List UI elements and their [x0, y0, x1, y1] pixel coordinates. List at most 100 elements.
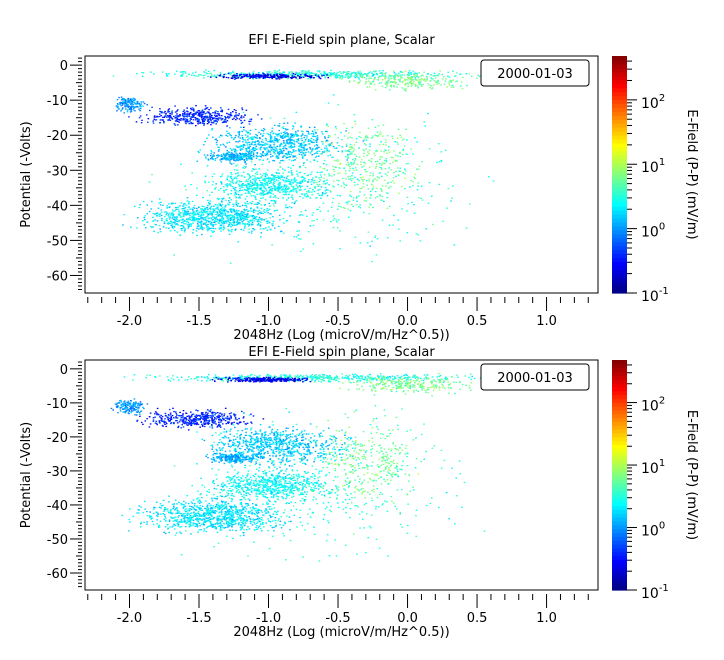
- data-point: [280, 153, 282, 154]
- data-point: [422, 200, 424, 201]
- data-point: [282, 148, 284, 149]
- data-point: [249, 74, 251, 75]
- data-point: [204, 154, 206, 155]
- data-point: [159, 225, 161, 226]
- data-point: [257, 174, 259, 175]
- data-point: [295, 132, 297, 133]
- data-point: [282, 179, 284, 180]
- data-point: [263, 78, 265, 79]
- data-point: [278, 130, 280, 131]
- data-point: [315, 136, 317, 137]
- data-point: [131, 111, 133, 112]
- data-point: [410, 148, 412, 149]
- data-point: [242, 157, 244, 158]
- data-point: [266, 210, 268, 211]
- data-point: [290, 154, 292, 155]
- data-point: [158, 202, 160, 203]
- data-point: [264, 153, 266, 154]
- data-point: [268, 134, 270, 135]
- data-point: [132, 99, 134, 100]
- data-point: [288, 197, 290, 198]
- data-point: [389, 152, 391, 153]
- data-point: [411, 79, 413, 80]
- data-point: [273, 132, 275, 133]
- data-point: [358, 136, 360, 137]
- data-point: [221, 111, 223, 112]
- data-point: [244, 166, 246, 167]
- data-point: [387, 193, 389, 194]
- data-point: [211, 214, 213, 215]
- data-point: [228, 151, 230, 152]
- data-point: [161, 209, 163, 210]
- data-point: [274, 153, 276, 154]
- data-point: [412, 153, 414, 154]
- data-point: [302, 70, 304, 71]
- data-point: [418, 182, 420, 183]
- data-point: [378, 125, 380, 126]
- data-point: [241, 107, 243, 108]
- data-point: [136, 106, 138, 107]
- data-point: [333, 181, 335, 182]
- data-point: [317, 190, 319, 191]
- data-point: [364, 169, 366, 170]
- data-point: [217, 157, 219, 158]
- data-point: [184, 114, 186, 115]
- data-point: [404, 78, 406, 79]
- data-point: [231, 176, 233, 177]
- data-point: [248, 147, 250, 148]
- data-point: [209, 200, 211, 201]
- data-point: [247, 139, 249, 140]
- data-point: [296, 157, 298, 158]
- data-point: [183, 111, 185, 112]
- data-point: [414, 75, 416, 76]
- data-point: [166, 211, 168, 212]
- data-point: [324, 151, 326, 152]
- data-point: [314, 127, 316, 128]
- data-point: [376, 188, 378, 189]
- data-point: [272, 200, 274, 201]
- data-point: [195, 75, 197, 76]
- data-point: [402, 150, 404, 151]
- data-point: [235, 114, 237, 115]
- data-point: [420, 75, 422, 76]
- colorbar-segment: [612, 119, 627, 124]
- data-point: [248, 210, 250, 211]
- data-point: [288, 75, 290, 76]
- data-point: [471, 76, 473, 77]
- data-point: [372, 207, 374, 208]
- data-point: [294, 203, 296, 204]
- data-point: [256, 149, 258, 150]
- data-point: [349, 154, 351, 155]
- data-point: [176, 71, 178, 72]
- data-point: [332, 157, 334, 158]
- data-point: [424, 78, 426, 79]
- data-point: [385, 87, 387, 88]
- data-point: [273, 144, 275, 145]
- data-point: [154, 119, 156, 120]
- data-point: [346, 150, 348, 151]
- data-point: [205, 156, 207, 157]
- data-point: [245, 184, 247, 185]
- data-point: [304, 141, 306, 142]
- data-point: [358, 195, 360, 196]
- data-point: [150, 208, 152, 209]
- data-point: [167, 223, 169, 224]
- data-point: [338, 145, 340, 146]
- data-point: [253, 74, 255, 75]
- data-point: [219, 214, 221, 215]
- data-point: [281, 74, 283, 75]
- data-point: [273, 178, 275, 179]
- data-point: [283, 191, 285, 192]
- data-point: [385, 139, 387, 140]
- data-point: [170, 115, 172, 116]
- data-point: [385, 168, 387, 169]
- data-point: [311, 220, 313, 221]
- data-point: [376, 73, 378, 74]
- data-point: [194, 219, 196, 220]
- data-point: [222, 223, 224, 224]
- data-point: [309, 76, 311, 77]
- data-point: [391, 78, 393, 79]
- data-point: [248, 226, 250, 227]
- data-point: [389, 75, 391, 76]
- data-point: [399, 168, 401, 169]
